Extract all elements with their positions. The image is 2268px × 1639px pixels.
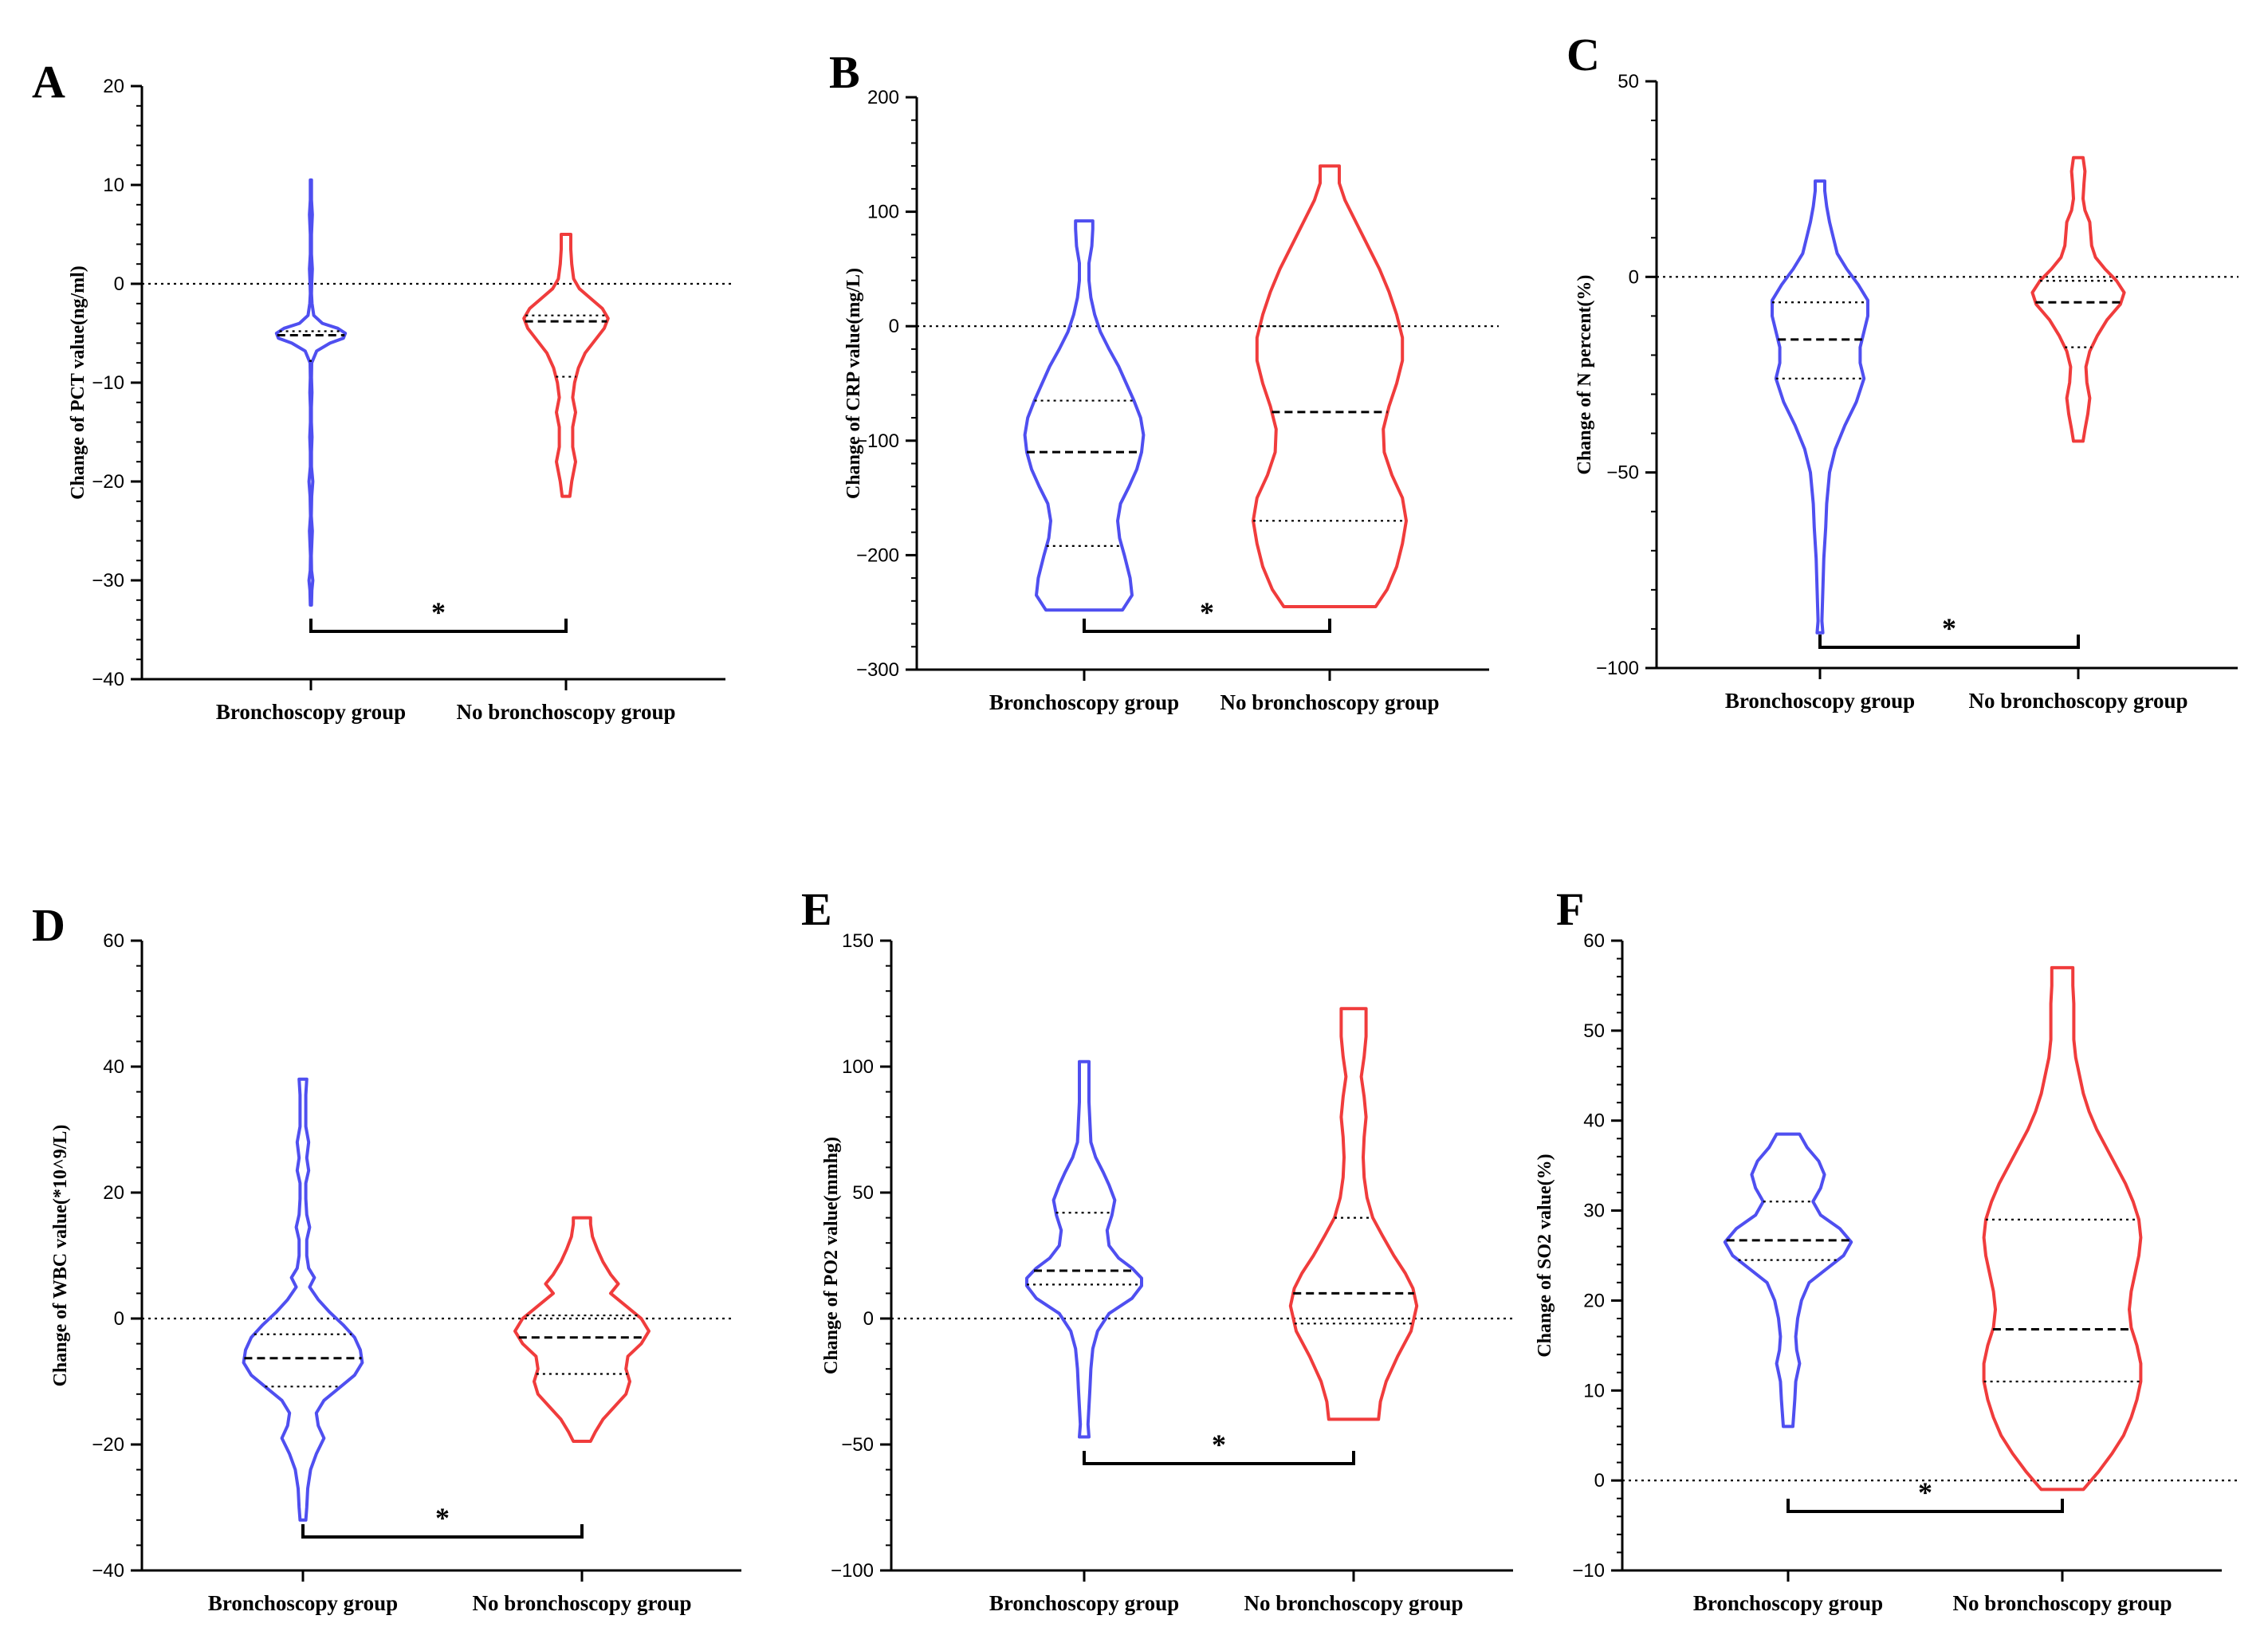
panel-b-y-title: Change of CRP value(mg/L)	[843, 268, 864, 499]
panel-f-tick-label: 0	[1594, 1470, 1605, 1492]
panel-a-category-label: Bronchoscopy group	[216, 700, 406, 724]
panel-f-tick-label: 40	[1583, 1110, 1605, 1132]
panel-f-category-label: Bronchoscopy group	[1693, 1591, 1883, 1615]
panel-d-category-label: Bronchoscopy group	[208, 1591, 398, 1615]
panel-c-tick-label: 0	[1629, 266, 1639, 288]
panel-b-tick-label: −200	[856, 544, 899, 566]
panel-f-letter: F	[1556, 883, 1584, 935]
panel-a-violin-no-bronchoscopy	[522, 233, 610, 498]
panel-e-category-label: No bronchoscopy group	[1244, 1591, 1463, 1615]
panel-e-letter: E	[801, 883, 832, 935]
panel-e-tick-label: 100	[842, 1056, 874, 1078]
panel-f-tick-label: −10	[1572, 1560, 1605, 1582]
panel-d-tick-label: 20	[103, 1182, 124, 1204]
panel-c-tick-label: −50	[1606, 462, 1639, 484]
panel-a-significance-bracket	[309, 619, 568, 633]
panel-e-y-title: Change of PO2 value(mmhg)	[821, 1137, 842, 1374]
panel-f: F −10 0 10 20 30 40 50 60 Change of SO2 value(%) B…	[1535, 883, 2239, 1615]
panel-f-y-title: Change of SO2 value(%)	[1535, 1154, 1555, 1357]
panel-e-significance-star: *	[1212, 1429, 1226, 1460]
panel-a-tick-label: −30	[92, 570, 124, 592]
panel-b-tick-label: 100	[867, 202, 899, 223]
panel-f-tick-label: 30	[1583, 1201, 1605, 1222]
panel-a-tick-label: 0	[114, 273, 124, 295]
panel-e-category-label: Bronchoscopy group	[989, 1591, 1179, 1615]
panel-a-tick-label: 20	[103, 76, 124, 97]
panel-f-violin-no-bronchoscopy	[1982, 965, 2143, 1492]
panel-a-tick-label: 10	[103, 175, 124, 196]
panel-b-tick-label: 200	[867, 87, 899, 108]
panel-b-violin-no-bronchoscopy	[1252, 164, 1408, 608]
panel-e-tick-label: −100	[831, 1560, 874, 1582]
panel-a-significance-star: *	[431, 596, 446, 628]
panel-a-category-label: No bronchoscopy group	[456, 700, 675, 724]
panel-a-tick-label: −10	[92, 372, 124, 394]
panel-f-significance-star: *	[1918, 1476, 1932, 1508]
panel-c-category-label: Bronchoscopy group	[1725, 689, 1915, 713]
panel-c-violin-no-bronchoscopy	[2030, 155, 2126, 443]
panel-e-tick-label: 150	[842, 930, 874, 952]
panel-d-violin-bronchoscopy	[242, 1077, 364, 1522]
panel-d-tick-label: −20	[92, 1434, 124, 1456]
panel-f-violin-bronchoscopy	[1723, 1132, 1853, 1429]
panel-c-violin-bronchoscopy	[1771, 179, 1869, 635]
panel-a-tick-label: −40	[92, 669, 124, 690]
panel-e-violin-bronchoscopy	[1025, 1059, 1143, 1439]
panel-a-violin-bronchoscopy	[274, 178, 348, 607]
panel-c-significance-star: *	[1942, 612, 1956, 644]
panel-c: C −100 −50 0 50 Change of N percent(%) Broncho…	[1566, 29, 2239, 713]
panel-b-category-label: Bronchoscopy group	[989, 690, 1179, 714]
panel-a-tick-label: −20	[92, 471, 124, 493]
panel-c-significance-bracket	[1818, 635, 2080, 649]
panel-c-tick-label: 50	[1617, 71, 1639, 92]
panel-b: B −300 −200 −100 0 100 200 Change of CRP value(…	[829, 46, 1499, 714]
panel-c-letter: C	[1566, 29, 1600, 81]
panel-e-significance-bracket	[1083, 1451, 1355, 1465]
panel-d-tick-label: 40	[103, 1056, 124, 1078]
panel-f-category-label: No bronchoscopy group	[1952, 1591, 2172, 1615]
panel-b-violin-bronchoscopy	[1023, 219, 1146, 612]
panel-b-letter: B	[829, 46, 860, 98]
panel-d-category-label: No bronchoscopy group	[472, 1591, 691, 1615]
panel-b-tick-label: −300	[856, 659, 899, 681]
panel-e: E −100 −50 0 50 100 150 Change of PO2 value(mmh…	[801, 883, 1515, 1615]
panel-b-tick-label: 0	[889, 316, 899, 337]
panel-d-significance-bracket	[301, 1524, 584, 1539]
panel-c-category-label: No bronchoscopy group	[1968, 689, 2187, 713]
panel-b-significance-bracket	[1083, 619, 1331, 633]
panel-e-tick-label: 0	[863, 1308, 874, 1330]
panel-d-y-title: Change of WBC value(*10^9/L)	[50, 1125, 71, 1387]
panel-c-tick-label: −100	[1596, 658, 1639, 679]
panel-d-tick-label: 60	[103, 930, 124, 952]
panel-d: D −40 −20 0 20 40 60 Change of WBC value(*10^9/…	[32, 899, 741, 1615]
panel-e-tick-label: −50	[841, 1434, 874, 1456]
panel-d-significance-star: *	[435, 1502, 450, 1534]
panel-e-violin-no-bronchoscopy	[1288, 1007, 1419, 1421]
panel-f-tick-label: 20	[1583, 1290, 1605, 1311]
panel-f-tick-label: 10	[1583, 1380, 1605, 1401]
panel-d-letter: D	[32, 899, 65, 951]
panel-d-tick-label: 0	[114, 1308, 124, 1330]
panel-f-tick-label: 60	[1583, 930, 1605, 952]
panel-d-tick-label: −40	[92, 1560, 124, 1582]
panel-e-tick-label: 50	[852, 1182, 874, 1204]
panel-b-tick-label: −100	[856, 430, 899, 452]
panel-a-y-title: Change of PCT value(ng/ml)	[68, 265, 88, 500]
panel-a: A −40 −30 −20 −10 0 10 20 Change of PCT value(ng…	[32, 56, 733, 724]
panel-b-significance-star: *	[1200, 596, 1214, 628]
panel-f-tick-label: 50	[1583, 1020, 1605, 1042]
panel-f-significance-bracket	[1786, 1499, 2064, 1513]
panel-a-letter: A	[32, 56, 65, 108]
panel-b-category-label: No bronchoscopy group	[1220, 690, 1439, 714]
panel-c-y-title: Change of N percent(%)	[1574, 275, 1595, 475]
